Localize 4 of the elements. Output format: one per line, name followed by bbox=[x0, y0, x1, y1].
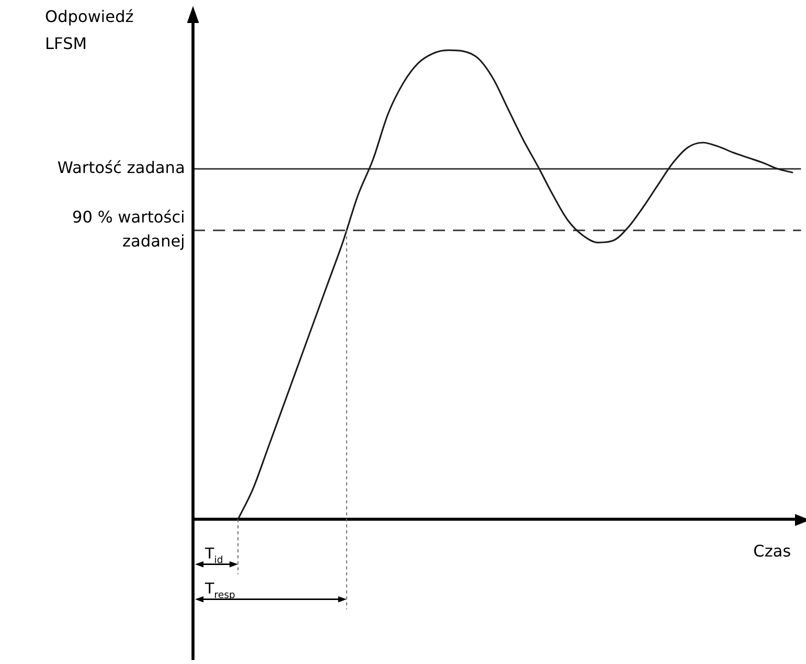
y-axis-title: Odpowiedź LFSM bbox=[45, 7, 134, 53]
ref-line-label: Wartość zadana bbox=[57, 158, 185, 178]
x-axis-title: Czas bbox=[753, 541, 791, 560]
ref-line-label: 90 % wartości zadanej bbox=[72, 207, 185, 250]
